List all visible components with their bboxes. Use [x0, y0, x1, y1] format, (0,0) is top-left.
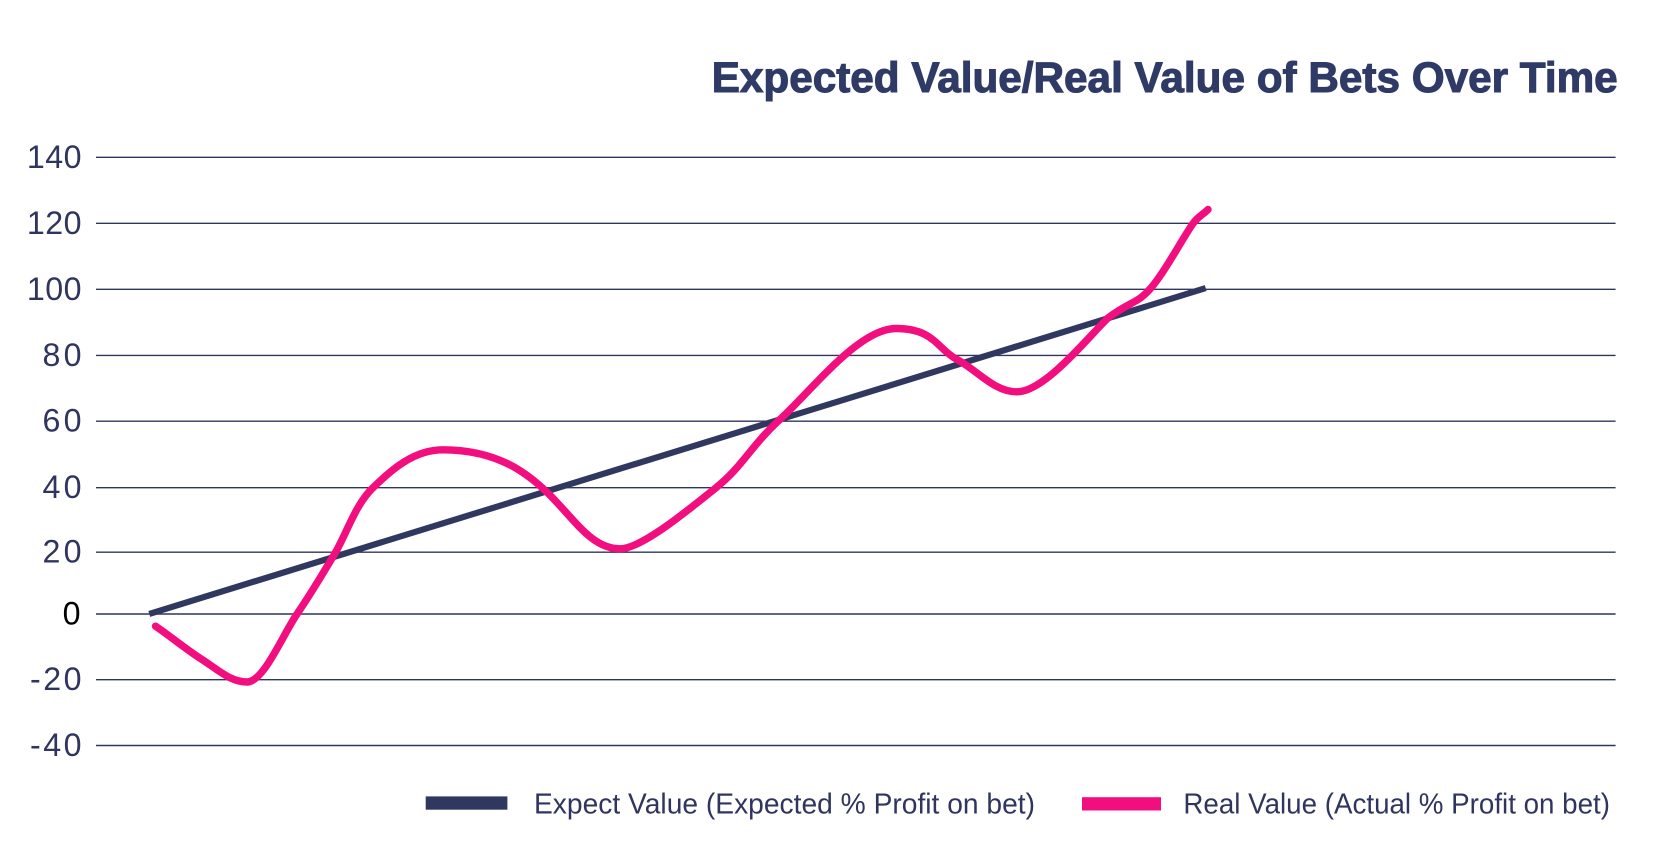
- svg-text:-40: -40: [30, 727, 82, 763]
- svg-text:-20: -20: [30, 661, 82, 697]
- svg-text:Expect Value (Expected % Profi: Expect Value (Expected % Profit on bet): [534, 789, 1035, 821]
- svg-text:120: 120: [27, 205, 82, 241]
- svg-text:100: 100: [27, 271, 82, 307]
- svg-text:140: 140: [27, 139, 82, 175]
- svg-text:0: 0: [63, 596, 81, 632]
- svg-text:Real Value (Actual % Profit on: Real Value (Actual % Profit on bet): [1183, 789, 1610, 821]
- svg-text:Expected Value/Real Value of B: Expected Value/Real Value of Bets Over T…: [712, 54, 1618, 102]
